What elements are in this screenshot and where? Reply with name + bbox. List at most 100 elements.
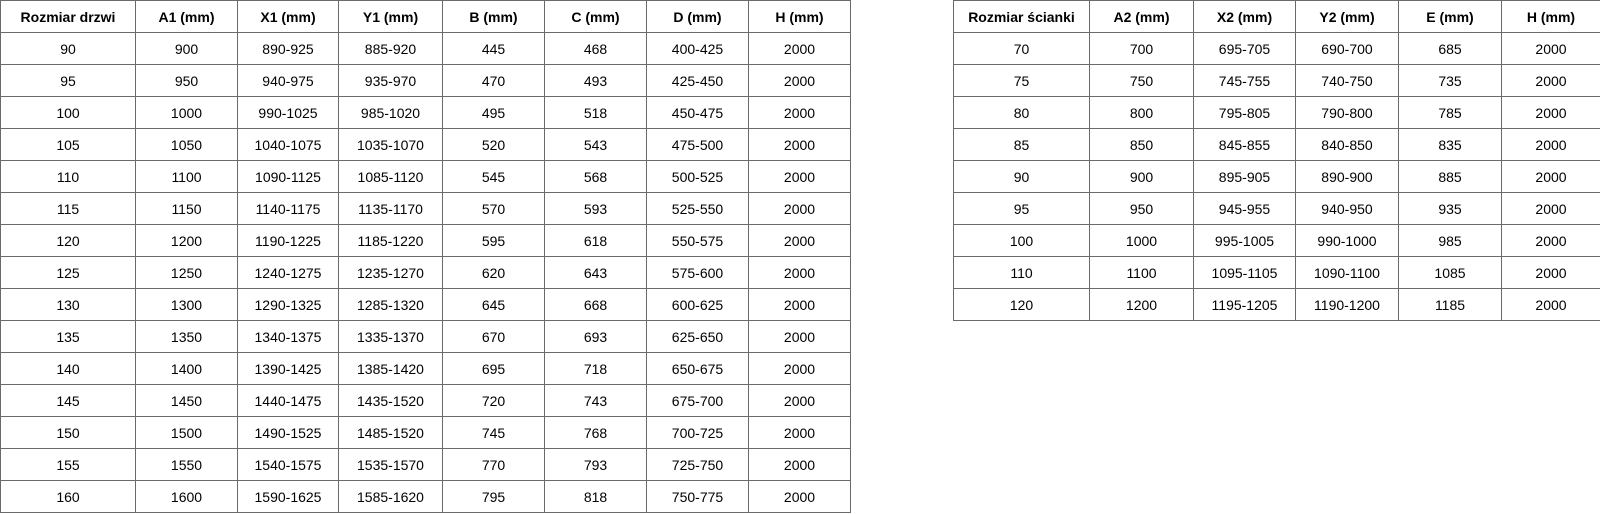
table-row: 150 1500 1490-1525 1485-1520 745 768 700-725 20…: [0, 416, 851, 449]
table-cell: 1285-1320: [338, 288, 443, 321]
table-cell: 1450: [135, 384, 238, 417]
table-cell: 150: [0, 416, 136, 449]
table-cell: 743: [544, 384, 647, 417]
column-header: E (mm): [1398, 0, 1502, 33]
table-cell: 2000: [1501, 192, 1600, 225]
table-cell: 885-920: [338, 32, 443, 65]
table-cell: 75: [953, 64, 1090, 97]
table-row: 75 750 745-755 740-750 735 2000: [953, 64, 1600, 97]
table-cell: 595: [442, 224, 545, 257]
doors-size-table: Rozmiar drzwi A1 (mm) X1 (mm) Y1 (mm) B (mm)…: [0, 0, 851, 513]
table-cell: 1195-1205: [1193, 288, 1296, 321]
table-cell: 625-650: [646, 320, 749, 353]
table-row: 85 850 845-855 840-850 835 2000: [953, 128, 1600, 161]
table-cell: 985: [1398, 224, 1502, 257]
table-cell: 145: [0, 384, 136, 417]
column-header: X2 (mm): [1193, 0, 1296, 33]
table-cell: 768: [544, 416, 647, 449]
table-cell: 543: [544, 128, 647, 161]
column-header: C (mm): [544, 0, 647, 33]
table-cell: 2000: [1501, 256, 1600, 289]
table-cell: 770: [442, 448, 545, 481]
column-header: B (mm): [442, 0, 545, 33]
table-cell: 1090-1125: [237, 160, 339, 193]
table-cell: 1490-1525: [237, 416, 339, 449]
table-cell: 618: [544, 224, 647, 257]
table-cell: 2000: [748, 32, 851, 65]
table-cell: 795: [442, 480, 545, 513]
column-header: Y1 (mm): [338, 0, 443, 33]
table-cell: 100: [0, 96, 136, 129]
table-cell: 125: [0, 256, 136, 289]
table-row: 120 1200 1190-1225 1185-1220 595 618 550-575 20…: [0, 224, 851, 257]
table-cell: 115: [0, 192, 136, 225]
table-cell: 475-500: [646, 128, 749, 161]
table-cell: 2000: [1501, 160, 1600, 193]
table-cell: 620: [442, 256, 545, 289]
table-cell: 2000: [748, 192, 851, 225]
table-cell: 1535-1570: [338, 448, 443, 481]
table-cell: 155: [0, 448, 136, 481]
table-cell: 160: [0, 480, 136, 513]
table-cell: 493: [544, 64, 647, 97]
table-row: 90 900 890-925 885-920 445 468 400-425 2000: [0, 32, 851, 65]
table-cell: 1040-1075: [237, 128, 339, 161]
table-cell: 890-925: [237, 32, 339, 65]
table-cell: 2000: [748, 320, 851, 353]
table-cell: 1185: [1398, 288, 1502, 321]
table-cell: 2000: [748, 480, 851, 513]
table-cell: 1485-1520: [338, 416, 443, 449]
table-row: 105 1050 1040-1075 1035-1070 520 543 475-500 20…: [0, 128, 851, 161]
table-cell: 2000: [748, 224, 851, 257]
table-row: 100 1000 990-1025 985-1020 495 518 450-475 2000: [0, 96, 851, 129]
table-cell: 1100: [135, 160, 238, 193]
table-cell: 895-905: [1193, 160, 1296, 193]
table-cell: 985-1020: [338, 96, 443, 129]
table-cell: 2000: [748, 128, 851, 161]
table-row: 100 1000 995-1005 990-1000 985 2000: [953, 224, 1600, 257]
table-cell: 818: [544, 480, 647, 513]
header-row: Rozmiar ścianki A2 (mm) X2 (mm) Y2 (mm) E (m…: [953, 0, 1600, 33]
table-cell: 95: [953, 192, 1090, 225]
table-cell: 1585-1620: [338, 480, 443, 513]
table-cell: 900: [1089, 160, 1194, 193]
table-cell: 2000: [748, 352, 851, 385]
table-cell: 1000: [1089, 224, 1194, 257]
table-cell: 935-970: [338, 64, 443, 97]
table-row: 95 950 940-975 935-970 470 493 425-450 2000: [0, 64, 851, 97]
table-cell: 1400: [135, 352, 238, 385]
table-cell: 695: [442, 352, 545, 385]
table-row: 140 1400 1390-1425 1385-1420 695 718 650-675 20…: [0, 352, 851, 385]
table-row: 155 1550 1540-1575 1535-1570 770 793 725-750 20…: [0, 448, 851, 481]
table-row: 125 1250 1240-1275 1235-1270 620 643 575-600 20…: [0, 256, 851, 289]
table-cell: 1140-1175: [237, 192, 339, 225]
table-cell: 750: [1089, 64, 1194, 97]
column-header: X1 (mm): [237, 0, 339, 33]
table-cell: 110: [953, 256, 1090, 289]
table-cell: 700: [1089, 32, 1194, 65]
table-cell: 1090-1100: [1295, 256, 1399, 289]
table-cell: 725-750: [646, 448, 749, 481]
table-cell: 900: [135, 32, 238, 65]
table-cell: 95: [0, 64, 136, 97]
table-cell: 1095-1105: [1193, 256, 1296, 289]
column-header: H (mm): [1501, 0, 1600, 33]
table-cell: 2000: [1501, 96, 1600, 129]
table-cell: 1390-1425: [237, 352, 339, 385]
table-cell: 525-550: [646, 192, 749, 225]
table-cell: 850: [1089, 128, 1194, 161]
table-cell: 695-705: [1193, 32, 1296, 65]
table-cell: 700-725: [646, 416, 749, 449]
table-row: 70 700 695-705 690-700 685 2000: [953, 32, 1600, 65]
table-row: 90 900 895-905 890-900 885 2000: [953, 160, 1600, 193]
table-cell: 2000: [748, 256, 851, 289]
table-cell: 990-1025: [237, 96, 339, 129]
table-row: 95 950 945-955 940-950 935 2000: [953, 192, 1600, 225]
table-row: 160 1600 1590-1625 1585-1620 795 818 750-775 20…: [0, 480, 851, 513]
table-cell: 90: [953, 160, 1090, 193]
table-cell: 2000: [748, 288, 851, 321]
table-cell: 1050: [135, 128, 238, 161]
table-cell: 643: [544, 256, 647, 289]
table-cell: 750-775: [646, 480, 749, 513]
table-cell: 845-855: [1193, 128, 1296, 161]
